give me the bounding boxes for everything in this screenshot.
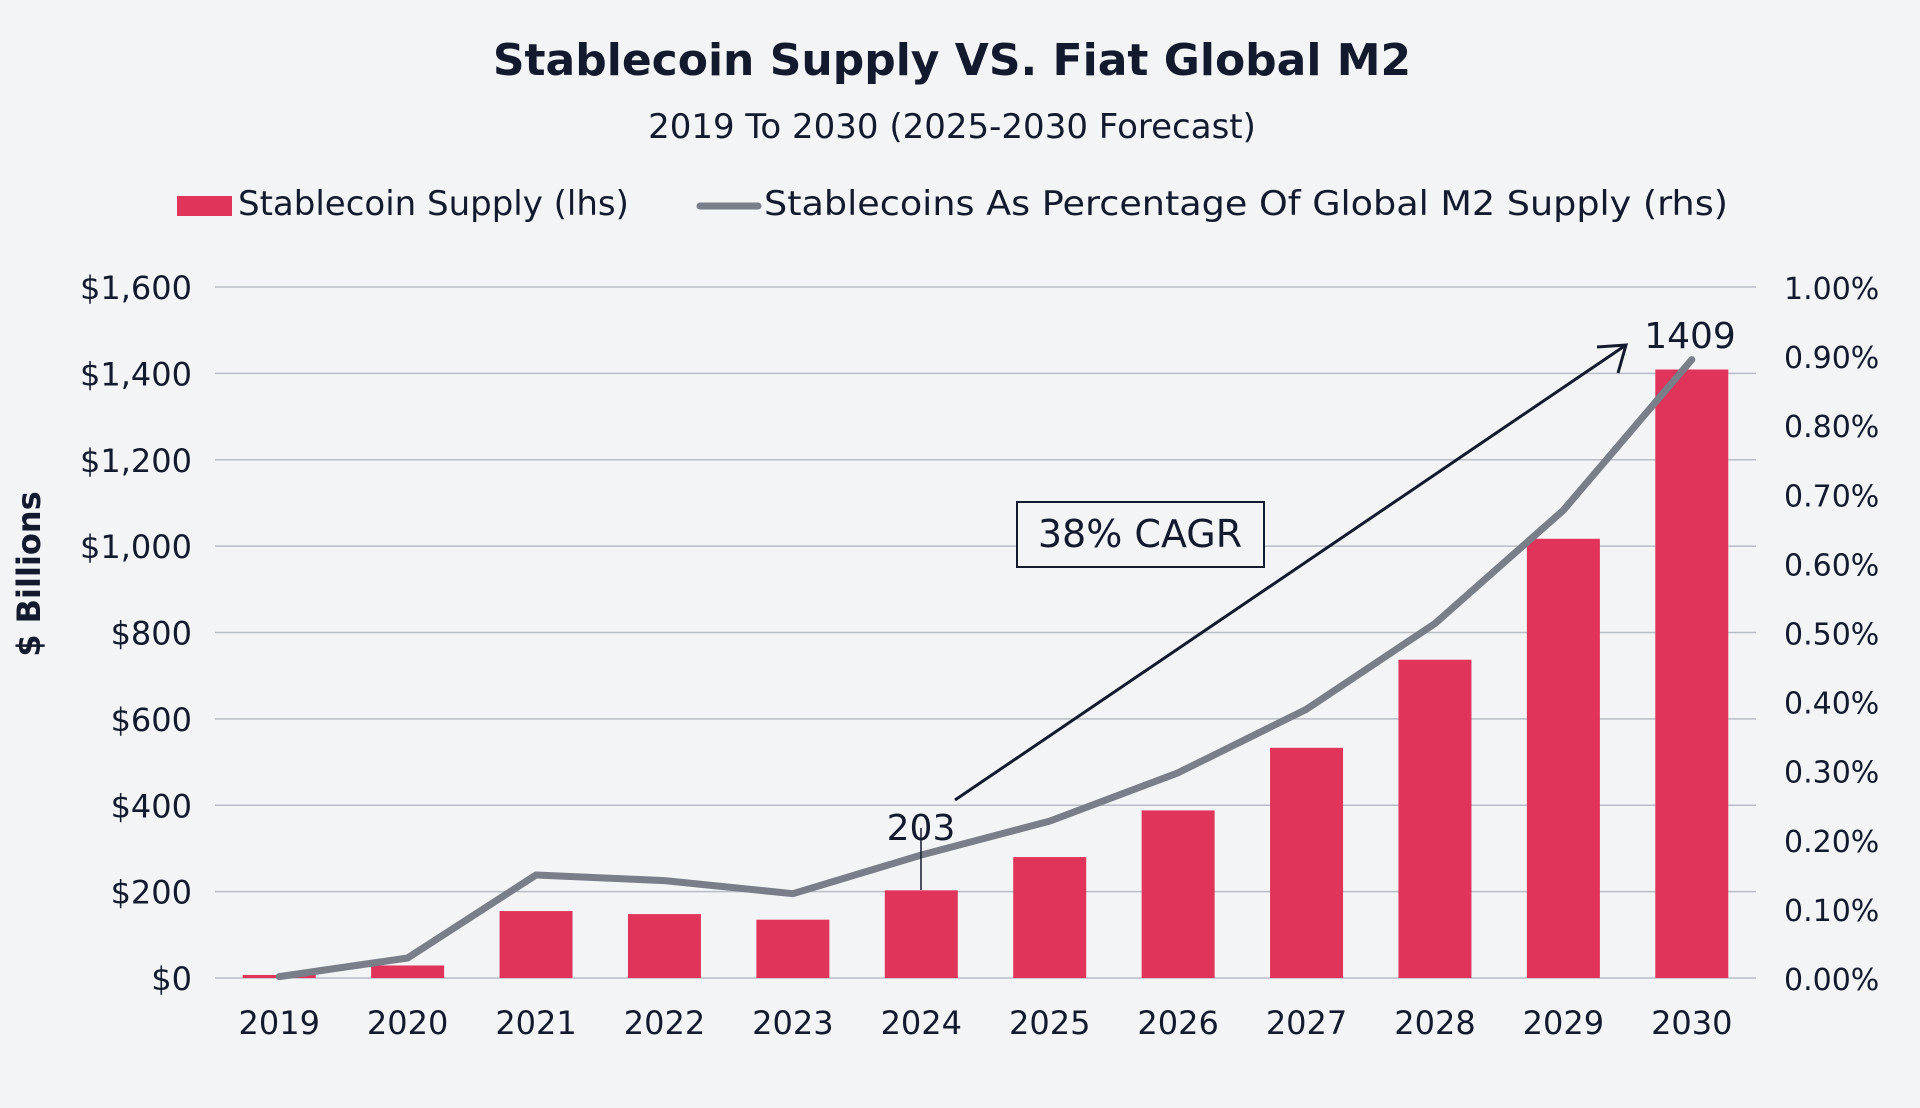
x-tick-label: 2025 xyxy=(1009,1004,1090,1042)
x-tick-label: 2023 xyxy=(752,1004,833,1042)
bar-2027 xyxy=(1270,747,1344,978)
left-tick-label: $1,600 xyxy=(80,269,192,307)
left-tick-label: $200 xyxy=(111,874,192,912)
right-tick-label: 0.10% xyxy=(1784,894,1879,929)
bar-2024 xyxy=(884,890,958,978)
right-tick-label: 0.20% xyxy=(1784,825,1879,860)
x-tick-label: 2022 xyxy=(624,1004,705,1042)
right-tick-label: 0.50% xyxy=(1784,618,1879,653)
left-tick-label: $600 xyxy=(111,701,192,739)
right-tick-label: 0.80% xyxy=(1784,410,1879,445)
x-axis-ticks: 2019 2020 2021 2022 2023 2024 2025 2026 2027 2028… xyxy=(238,1004,1732,1042)
legend-label-bar: Stablecoin Supply (lhs) xyxy=(238,184,629,224)
left-tick-label: $1,200 xyxy=(80,442,192,480)
left-tick-label: $800 xyxy=(111,615,192,653)
gridlines xyxy=(215,286,1756,979)
data-label-2024: 203 xyxy=(887,808,956,849)
left-tick-label: $1,000 xyxy=(80,528,192,566)
left-tick-label: $1,400 xyxy=(80,355,192,393)
x-tick-label: 2029 xyxy=(1523,1004,1604,1042)
legend-label-line: Stablecoins As Percentage Of Global M2 S… xyxy=(764,184,1728,224)
bar-2020 xyxy=(371,965,445,978)
bar-series xyxy=(242,369,1729,978)
chart-subtitle: 2019 To 2030 (2025-2030 Forecast) xyxy=(648,107,1256,147)
line-series xyxy=(275,356,1696,981)
x-tick-label: 2020 xyxy=(367,1004,448,1042)
x-tick-label: 2030 xyxy=(1651,1004,1732,1042)
x-tick-label: 2021 xyxy=(495,1004,576,1042)
right-tick-label: 0.00% xyxy=(1784,963,1879,998)
bar-2029 xyxy=(1526,538,1600,978)
right-tick-label: 0.40% xyxy=(1784,687,1879,722)
x-tick-label: 2026 xyxy=(1137,1004,1218,1042)
right-tick-label: 1.00% xyxy=(1784,272,1879,307)
cagr-label: 38% CAGR xyxy=(1038,512,1242,556)
bar-2022 xyxy=(627,914,701,978)
right-axis-ticks: 0.00% 0.10% 0.20% 0.30% 0.40% 0.50% 0.60% 0.70%… xyxy=(1784,272,1879,998)
legend: Stablecoin Supply (lhs) Stablecoins As P… xyxy=(177,184,1728,224)
left-axis-ticks: $0 $200 $400 $600 $800 $1,000 $1,200 $1,400 $1,6… xyxy=(80,269,192,998)
cagr-arrow-head xyxy=(1596,343,1629,374)
right-tick-label: 0.30% xyxy=(1784,756,1879,791)
bar-2023 xyxy=(756,919,830,978)
bar-2021 xyxy=(499,911,573,978)
chart-title: Stablecoin Supply VS. Fiat Global M2 xyxy=(493,35,1411,86)
bar-2030 xyxy=(1655,369,1729,978)
x-tick-label: 2019 xyxy=(238,1004,319,1042)
x-tick-label: 2028 xyxy=(1394,1004,1475,1042)
bar-2026 xyxy=(1141,810,1215,978)
right-tick-label: 0.90% xyxy=(1784,341,1879,376)
y-axis-label: $ Billions xyxy=(10,491,48,656)
cagr-arrow-line xyxy=(954,343,1627,802)
right-tick-label: 0.70% xyxy=(1784,479,1879,514)
x-tick-label: 2027 xyxy=(1266,1004,1347,1042)
data-label-2030: 1409 xyxy=(1644,316,1736,357)
left-tick-label: $400 xyxy=(111,787,192,825)
legend-swatch-bar xyxy=(177,196,232,216)
bar-2028 xyxy=(1398,659,1472,978)
line-m2-percentage xyxy=(275,356,1696,981)
left-tick-label: $0 xyxy=(151,960,192,998)
x-tick-label: 2024 xyxy=(881,1004,962,1042)
cagr-box xyxy=(1016,501,1265,568)
right-tick-label: 0.60% xyxy=(1784,548,1879,583)
bar-2025 xyxy=(1013,857,1087,978)
cagr-annotation: 38% CAGR xyxy=(954,343,1629,802)
